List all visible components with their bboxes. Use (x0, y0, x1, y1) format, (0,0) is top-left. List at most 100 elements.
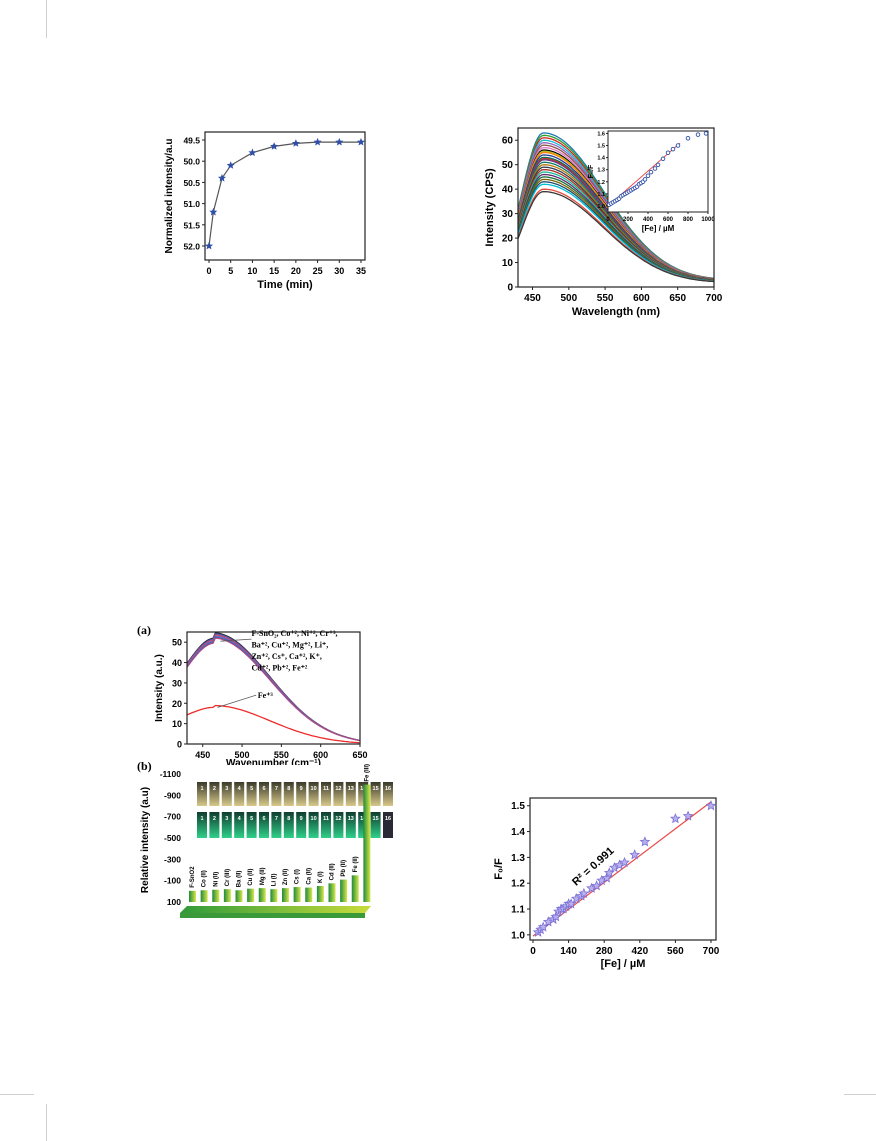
data-point (578, 887, 590, 899)
vial-upper (370, 782, 381, 806)
vial-upper (259, 782, 269, 806)
vial-number: 1 (200, 786, 203, 792)
x-tick-label: 10 (247, 266, 257, 276)
vial-upper (209, 782, 220, 806)
y-tick-label: 1.4 (511, 827, 525, 838)
inset-y-tick-label: 1.6 (597, 131, 605, 137)
x-tick-label: 0 (530, 946, 536, 957)
vial-number: 5 (250, 786, 253, 792)
x-tick-label: 600 (313, 750, 328, 760)
bar (305, 887, 313, 902)
vial-lower (271, 812, 282, 838)
inset-frame (607, 130, 709, 213)
spectrum-line (186, 633, 360, 741)
x-axis-label: [Fe] / µM (601, 958, 646, 970)
x-tick-label: 25 (313, 266, 323, 276)
data-point (550, 911, 562, 922)
plot-frame (529, 797, 717, 941)
inset-data-point (685, 136, 691, 141)
vial-upper (296, 782, 307, 806)
vial-lower (221, 812, 232, 838)
vial-number: 9 (300, 816, 303, 822)
data-point (629, 849, 641, 860)
vial-upper (234, 782, 245, 806)
y-tick-label: 0 (507, 283, 513, 294)
category-label: Ca (II) (306, 868, 312, 885)
inset-y-tick-label: 1.0 (597, 204, 605, 210)
vial-lower (209, 812, 220, 838)
y-axis-label: Relative intensity (a.u) (140, 787, 151, 893)
x-tick-label: 450 (524, 293, 541, 304)
vial-number: 4 (238, 816, 242, 822)
bar (340, 879, 348, 902)
x-axis-label: Wavenumber (cm⁻¹) (226, 758, 321, 765)
bar (328, 883, 336, 902)
inset-x-tick-label: 400 (643, 217, 654, 223)
vial-lower (308, 812, 319, 838)
inset-x-axis-label: [Fe] / µM (642, 224, 675, 233)
spectrum-line (186, 634, 360, 741)
spectrum-line (517, 190, 715, 283)
vial-number: 7 (275, 786, 278, 792)
y-axis-label: Intensity (CPS) (484, 168, 496, 247)
data-point (619, 856, 630, 868)
y-tick-label: -1100 (160, 769, 182, 779)
vial-number: 15 (373, 786, 379, 792)
inset-y-axis-label: F₀/F (588, 164, 595, 178)
vial-number: 2 (213, 786, 216, 792)
category-label: Mg (II) (260, 867, 266, 885)
bar (258, 888, 266, 902)
selectivity-spectra-chart: (a) 450 500 550 600 650 0 10 20 30 40 50 Wavenumber … (137, 623, 368, 765)
x-tick-label: 700 (703, 946, 720, 957)
x-tick-label: 280 (596, 946, 613, 957)
vial-number: 13 (348, 786, 354, 792)
inset-data-point (652, 166, 658, 171)
y-tick-label: 50.5 (183, 178, 200, 188)
vial-number: 12 (335, 816, 341, 822)
category-label: Ni (II) (213, 872, 219, 887)
data-point (270, 142, 279, 150)
vial-number: 16 (385, 816, 391, 822)
vial-upper (308, 782, 319, 806)
category-label: Cd (II) (330, 863, 336, 880)
y-tick-label: 49.5 (183, 136, 200, 146)
y-tick-label: 51.0 (183, 199, 200, 209)
vial-upper (221, 782, 232, 806)
data-point (639, 836, 651, 847)
vial-lower (234, 812, 245, 838)
inset-data-point (648, 169, 654, 175)
vial-upper (358, 782, 369, 806)
y-tick-label: 50 (172, 638, 182, 648)
y-tick-label: 51.5 (183, 220, 200, 230)
vial-upper (333, 782, 344, 806)
vial-lower (321, 812, 331, 838)
inset-y-tick-label: 1.2 (597, 180, 605, 186)
data-point (357, 137, 365, 146)
data-point (205, 241, 213, 250)
data-point (565, 898, 577, 909)
bar (293, 887, 301, 902)
vial-number: 6 (262, 816, 265, 822)
vial-number: 4 (238, 786, 242, 792)
vial-number: 8 (287, 786, 290, 792)
bar (235, 890, 243, 902)
vial-lower (345, 812, 356, 838)
inset-data-point (675, 143, 681, 148)
inset-x-tick-label: 0 (606, 217, 610, 223)
spectrum-line (186, 637, 360, 741)
y-tick-label: 30 (172, 678, 182, 688)
y-tick-label: -300 (164, 854, 181, 864)
category-label: Cu (II) (248, 869, 254, 886)
y-tick-label: -700 (164, 812, 181, 822)
data-point (670, 813, 681, 824)
vial-lower (246, 812, 257, 838)
vial-number: 10 (311, 786, 317, 792)
x-tick-label: 35 (356, 266, 366, 276)
data-point (209, 207, 218, 216)
inset-x-tick-label: 1000 (701, 217, 715, 223)
bar (247, 888, 255, 902)
x-tick-label: 600 (633, 293, 650, 304)
data-point (682, 810, 694, 821)
category-label: Co (II) (202, 870, 208, 887)
